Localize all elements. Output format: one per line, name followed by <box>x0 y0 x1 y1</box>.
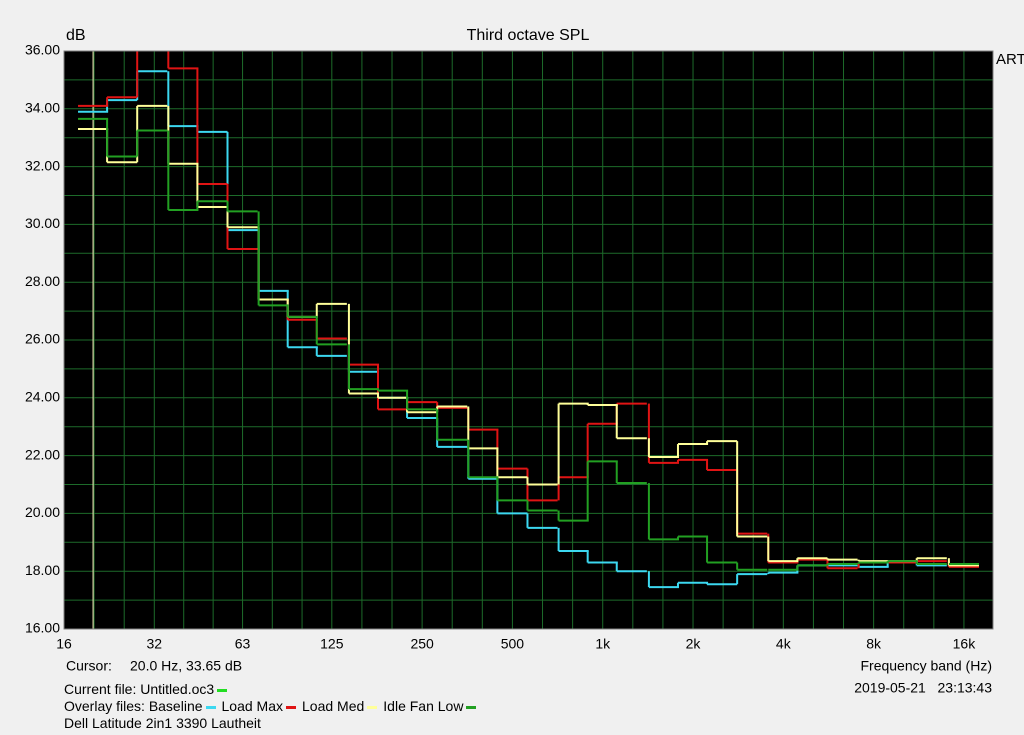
chart-title: Third octave SPL <box>467 27 590 44</box>
plot-border <box>63 50 994 630</box>
x-tick-label: 8k <box>866 636 882 652</box>
y-axis-label: dB <box>66 27 86 44</box>
y-tick-label: 34.00 <box>25 100 60 116</box>
current-file: Current file: Untitled.oc3 <box>64 681 233 697</box>
watermark: ARTA <box>996 51 1024 68</box>
y-tick-label: 24.00 <box>25 389 60 405</box>
x-axis-label: Frequency band (Hz) <box>860 658 992 674</box>
timestamp: 2019-05-21 23:13:43 <box>854 680 992 696</box>
legend-label: Load Max <box>221 698 283 714</box>
x-tick-label: 125 <box>320 636 344 652</box>
y-tick-label: 30.00 <box>25 215 60 231</box>
current-file-swatch <box>217 688 228 692</box>
x-tick-label: 32 <box>147 636 163 652</box>
y-tick-label: 22.00 <box>25 446 60 462</box>
y-tick-label: 18.00 <box>25 562 60 578</box>
caption: Dell Latitude 2in1 3390 Lautheit <box>64 715 261 731</box>
cursor-label: Cursor: <box>66 658 112 674</box>
y-tick-label: 26.00 <box>25 331 60 347</box>
x-tick-label: 63 <box>235 636 251 652</box>
x-tick-label: 16 <box>56 636 72 652</box>
x-tick-label: 4k <box>776 636 792 652</box>
current-file-label: Current file: Untitled.oc3 <box>64 681 215 697</box>
y-tick-label: 28.00 <box>25 273 60 289</box>
x-tick-label: 16k <box>953 636 977 652</box>
y-tick-label: 32.00 <box>25 157 60 173</box>
legend-swatch <box>466 705 477 709</box>
cursor-readout: 20.0 Hz, 33.65 dB <box>130 658 242 674</box>
legend-swatch <box>205 705 216 709</box>
overlay-legend: Overlay files: Baseline Load Max Load Med I… <box>64 698 482 714</box>
x-tick-label: 1k <box>595 636 611 652</box>
legend-label: Idle Fan Low <box>383 698 464 714</box>
legend-label: Baseline <box>148 698 203 714</box>
x-tick-label: 250 <box>410 636 434 652</box>
legend-label: Load Med <box>302 698 365 714</box>
y-tick-label: 36.00 <box>25 42 60 58</box>
x-tick-label: 500 <box>501 636 525 652</box>
legend-swatch <box>286 705 296 709</box>
x-tick-label: 2k <box>686 636 702 652</box>
y-tick-label: 16.00 <box>25 620 60 636</box>
y-tick-label: 20.00 <box>25 504 60 520</box>
plot <box>64 51 993 629</box>
legend-swatch <box>367 705 378 709</box>
overlay-label: Overlay files: <box>64 698 145 714</box>
